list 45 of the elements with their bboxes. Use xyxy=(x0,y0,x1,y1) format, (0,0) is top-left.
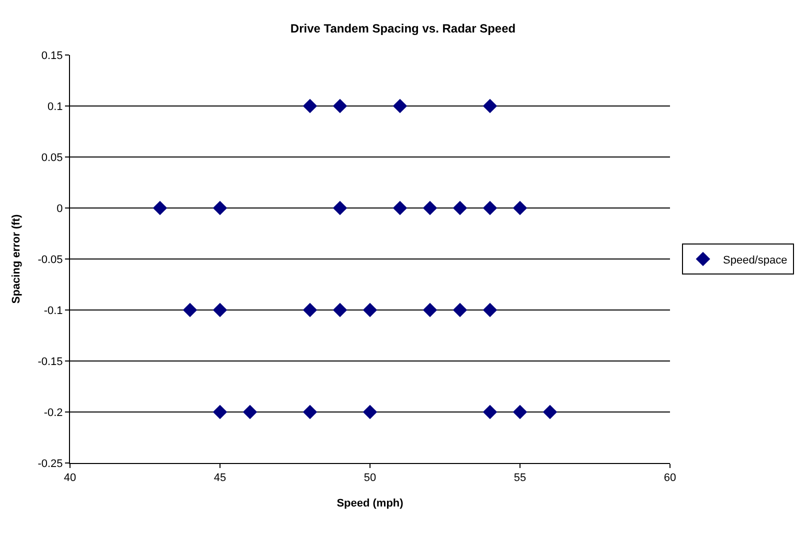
point xyxy=(182,302,198,318)
y-tick-label: -0.2 xyxy=(44,406,63,419)
point xyxy=(242,404,258,420)
point xyxy=(422,200,438,216)
y-tick-label: -0.05 xyxy=(38,254,63,266)
point xyxy=(452,200,468,216)
point xyxy=(212,302,228,318)
y-tick-label: 0.05 xyxy=(41,152,63,164)
point xyxy=(332,200,348,216)
point xyxy=(422,302,438,318)
y-axis-title: Spacing error (ft) xyxy=(10,214,22,304)
point xyxy=(392,200,408,216)
y-tick-label: 0.1 xyxy=(48,100,63,113)
point xyxy=(482,404,498,420)
point xyxy=(392,98,408,114)
chart-title: Drive Tandem Spacing vs. Radar Speed xyxy=(290,21,516,36)
point xyxy=(212,200,228,216)
point xyxy=(542,404,558,420)
point xyxy=(482,200,498,216)
point xyxy=(302,302,318,318)
point xyxy=(452,302,468,318)
x-tick-label: 45 xyxy=(214,472,226,484)
y-tick-label: -0.25 xyxy=(38,458,63,470)
y-tick-label: -0.15 xyxy=(38,356,63,368)
point xyxy=(512,404,528,420)
point xyxy=(512,200,528,216)
x-tick-label: 40 xyxy=(64,472,76,484)
point xyxy=(482,302,498,318)
point xyxy=(152,200,168,216)
x-tick-label: 60 xyxy=(664,472,676,484)
point xyxy=(212,404,228,420)
x-axis-title: Speed (mph) xyxy=(336,497,404,510)
point xyxy=(332,98,348,114)
y-tick-label: 0 xyxy=(56,202,63,215)
x-tick-label: 55 xyxy=(514,472,526,484)
point xyxy=(362,302,378,318)
x-tick-label: 50 xyxy=(364,472,376,484)
y-tick-label: 0.15 xyxy=(41,50,63,62)
point xyxy=(332,302,348,318)
y-tick-label: -0.1 xyxy=(44,304,63,317)
point xyxy=(302,404,318,420)
point xyxy=(482,98,498,114)
legend-label: Speed/space xyxy=(723,254,788,266)
point xyxy=(302,98,318,114)
point xyxy=(362,404,378,420)
